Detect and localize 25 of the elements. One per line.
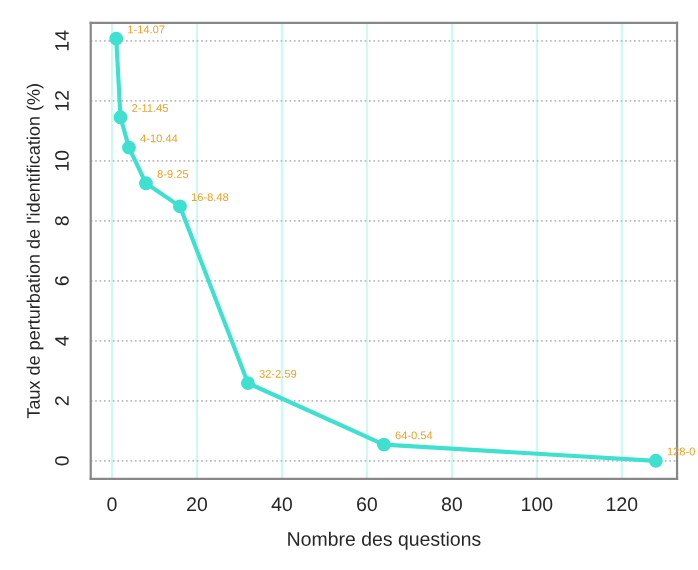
x-tick-label: 120 xyxy=(607,497,638,512)
point xyxy=(122,140,136,155)
x-tick-label: 20 xyxy=(187,497,208,512)
x-tick-label: 60 xyxy=(357,497,377,512)
y-tick-label: 6 xyxy=(55,276,69,286)
y-tick-label: 12 xyxy=(55,90,69,111)
y-tick-label: 14 xyxy=(55,30,69,51)
x-axis-title: Nombre des questions xyxy=(288,531,481,550)
point xyxy=(139,176,153,191)
point xyxy=(113,110,128,125)
y-tick-label: 2 xyxy=(55,396,69,406)
y-tick-label: 10 xyxy=(55,150,69,171)
point xyxy=(376,437,391,452)
x-tick-label: 0 xyxy=(107,497,117,512)
y-tick-label: 4 xyxy=(55,335,69,346)
y-axis-title: Taux de perturbation de l'identification (%) xyxy=(26,84,44,419)
x-tick-label: 80 xyxy=(441,497,462,512)
point xyxy=(648,453,663,468)
x-tick-label: 100 xyxy=(522,497,553,512)
y-tick-label: 0 xyxy=(55,456,69,466)
point xyxy=(173,199,187,214)
point xyxy=(109,31,124,46)
y-tick-label: 8 xyxy=(55,216,69,226)
point xyxy=(241,376,255,391)
x-tick-label: 40 xyxy=(271,497,292,512)
